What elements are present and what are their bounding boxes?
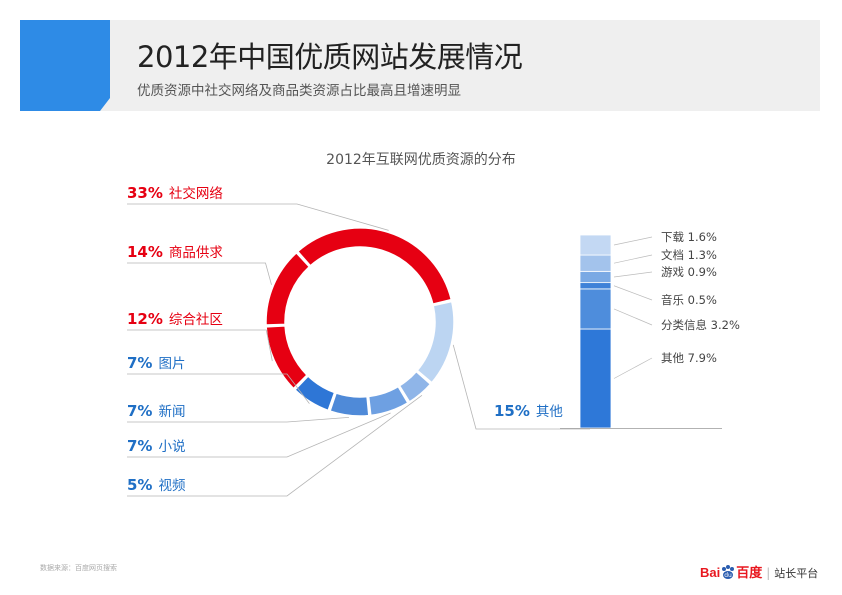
leader-line [127, 373, 310, 404]
bar-segment [579, 234, 612, 256]
slice-name: 商品供求 [169, 245, 223, 261]
logo-platform: 站长平台 [774, 567, 819, 580]
slice-percent: 5% [127, 476, 152, 494]
logo-bai: Bai [700, 565, 721, 580]
svg-text:du: du [724, 572, 732, 579]
donut-slice [398, 370, 432, 403]
bar-leader [613, 285, 653, 301]
bar-segment [579, 270, 612, 284]
slice-percent: 14% [127, 243, 163, 261]
slice-label: 14% 商品供求 [127, 243, 223, 261]
bar-segment-label: 音乐 0.5% [661, 293, 717, 307]
slice-name: 其他 [536, 404, 563, 420]
donut-slice [416, 300, 455, 384]
header-band [20, 20, 820, 111]
bar-leader [613, 308, 653, 326]
donut-slice [329, 392, 370, 417]
bar-leader [613, 236, 653, 246]
slice-name: 社交网络 [169, 185, 223, 202]
header-accent [20, 20, 110, 111]
bar-leader [613, 271, 653, 278]
baidu-paw-icon: du [722, 565, 735, 579]
leader-line [452, 344, 590, 430]
data-source: 数据来源：百度网页搜索 [40, 564, 117, 572]
slice-name: 小说 [158, 439, 185, 455]
slice-label: 5% 视频 [127, 476, 186, 494]
bar-segment [579, 328, 612, 429]
bar-segment-label: 文档 1.3% [661, 248, 717, 262]
slice-label: 7% 小说 [127, 437, 185, 455]
bar-segment-label: 其他 7.9% [661, 351, 717, 365]
leader-line [127, 395, 423, 497]
slice-name: 新闻 [158, 404, 185, 420]
slice-label: 7% 图片 [127, 354, 185, 372]
bar-segment-label: 游戏 0.9% [661, 265, 717, 279]
bar-segment [579, 254, 612, 272]
leader-line [127, 412, 391, 458]
donut-slice [367, 385, 409, 417]
chart-title: 2012年互联网优质资源的分布 [326, 152, 516, 168]
page-subtitle: 优质资源中社交网络及商品类资源占比最高且增速明显 [137, 83, 461, 99]
logo-separator: | [766, 566, 771, 580]
donut-slice [265, 325, 309, 390]
slice-percent: 7% [127, 402, 152, 420]
slice-percent: 15% [494, 402, 530, 420]
logo-du: 百度 [736, 566, 763, 581]
baidu-logo: Bai du 百度 | 站长平台 [700, 562, 818, 581]
bar-segment-label: 下载 1.6% [661, 230, 717, 244]
slice-percent: 33% [127, 184, 163, 202]
bar-segment-label: 分类信息 3.2% [661, 318, 740, 332]
leader-line [127, 262, 272, 285]
slice-percent: 12% [127, 310, 163, 328]
slice-percent: 7% [127, 354, 152, 372]
slice-label: 15% 其他 [494, 402, 563, 420]
bar-leader [613, 357, 653, 379]
page-title: 2012年中国优质网站发展情况 [137, 40, 523, 74]
donut-slice [296, 227, 453, 306]
leader-line [127, 203, 389, 231]
bar-leader [613, 254, 653, 264]
slice-percent: 7% [127, 437, 152, 455]
donut-slice [265, 251, 311, 326]
slice-label: 33% 社交网络 [127, 184, 223, 202]
slice-name: 综合社区 [169, 312, 223, 328]
leader-line [127, 416, 349, 423]
slice-name: 视频 [158, 478, 185, 494]
slice-name: 图片 [158, 356, 185, 372]
slice-label: 7% 新闻 [127, 402, 185, 420]
slice-label: 12% 综合社区 [127, 310, 223, 328]
donut-slice [293, 375, 336, 412]
leader-line [127, 329, 273, 362]
bar-segment [579, 288, 612, 330]
bar-segment [579, 282, 612, 290]
